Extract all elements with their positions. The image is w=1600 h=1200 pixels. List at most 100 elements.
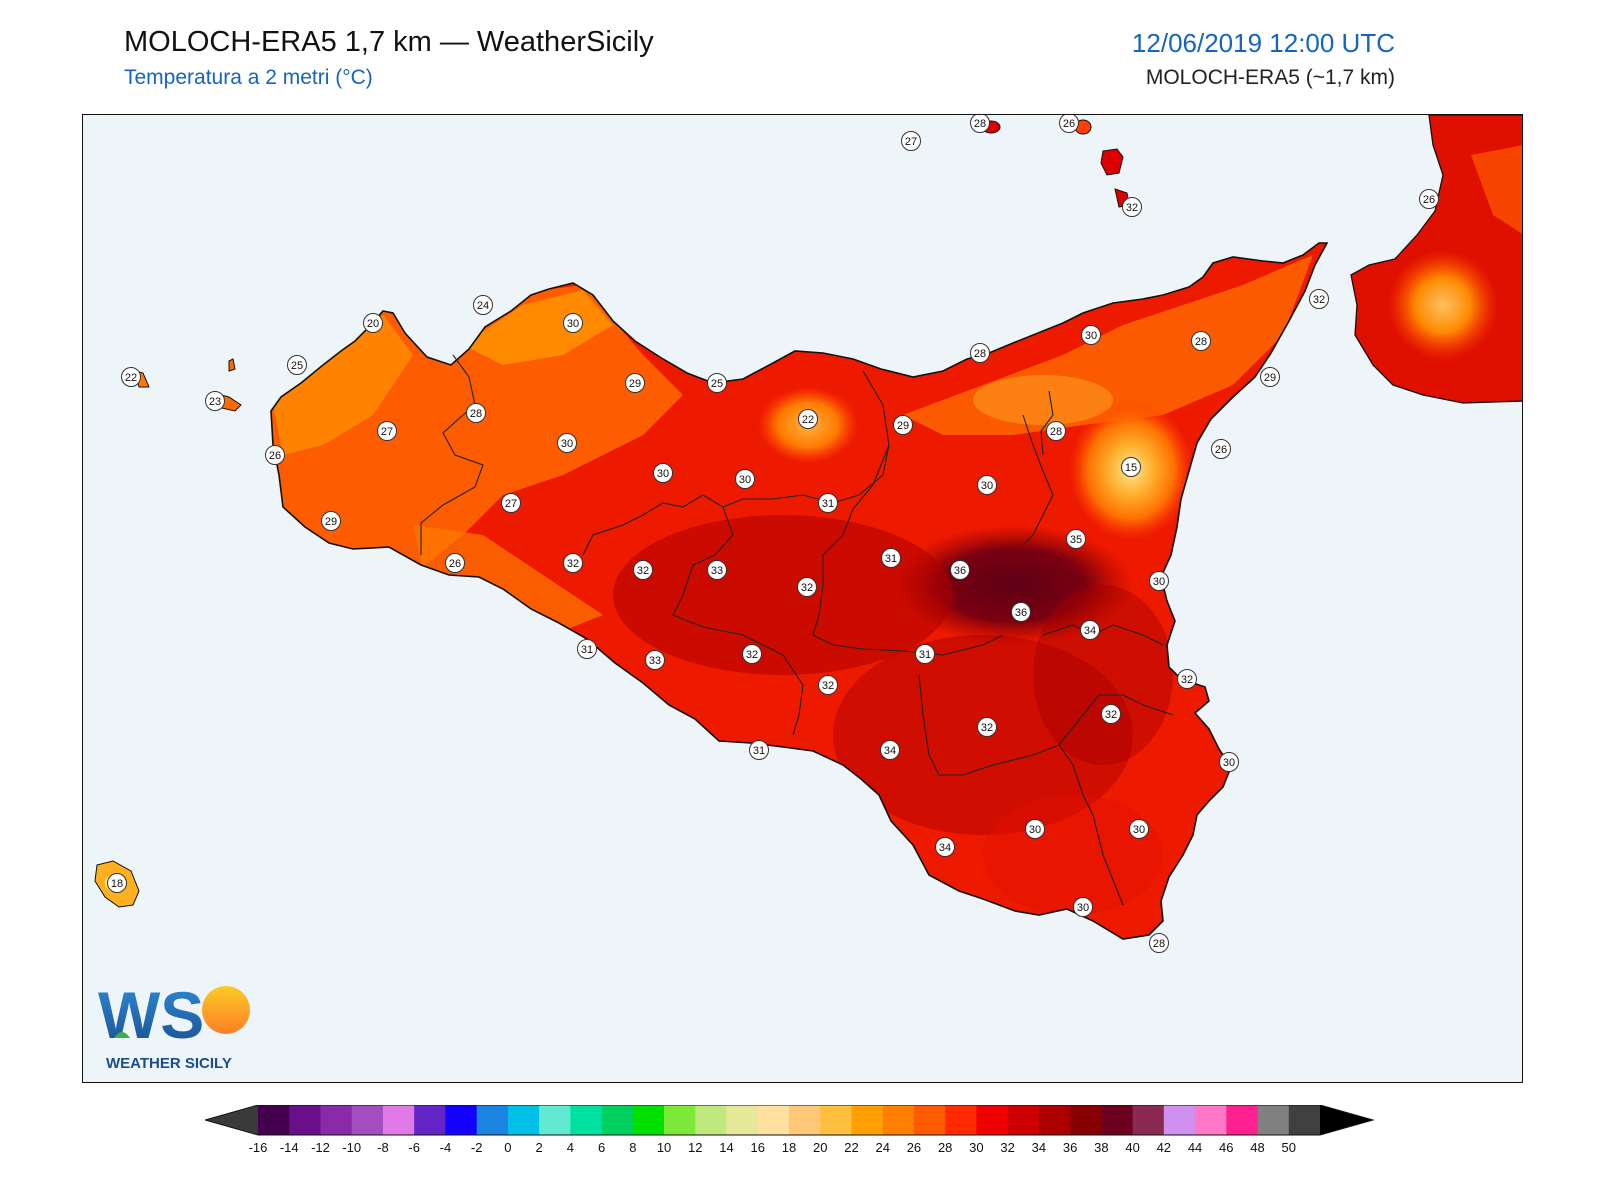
colorbar-bin	[851, 1105, 884, 1135]
colorbar-tick-label: 0	[504, 1140, 511, 1155]
station-label-milazzo: 28	[1191, 331, 1211, 351]
station-value: 30	[1085, 330, 1097, 342]
colorbar-graphic: -16 -14 -12 -10 -8 -6 -4 -2 0 2 4 6 8 10 12 14 16 18 20 22 2…	[203, 1104, 1375, 1155]
colorbar-bin	[632, 1105, 665, 1135]
station-marker	[1073, 897, 1093, 917]
station-marker	[645, 650, 665, 670]
station-label-lentini: 34	[1080, 620, 1100, 640]
station-marker	[880, 740, 900, 760]
station-value: 28	[1195, 336, 1207, 348]
colorbar-tick-label: -2	[471, 1140, 483, 1155]
colorbar-bin	[945, 1105, 977, 1135]
station-label-trapani: 25	[287, 355, 307, 375]
station-label-alicudi-filicudi: 28	[970, 115, 990, 133]
station-value: 28	[974, 348, 986, 360]
colorbar-bin	[1038, 1105, 1071, 1135]
station-value: 30	[1029, 824, 1041, 836]
station-value: 28	[1050, 426, 1062, 438]
station-label-troina: 30	[977, 475, 997, 495]
station-marker	[915, 644, 935, 664]
station-value: 27	[381, 426, 393, 438]
colorbar-bin	[976, 1105, 1009, 1135]
map-panel[interactable]: 27 28 26 32 22 23 25 20 24 30 29 25 28 30 28 32 29 26 15 26…	[82, 114, 1523, 1083]
station-value: 32	[637, 565, 649, 577]
colorbar-tick-label: 46	[1219, 1140, 1233, 1155]
colorbar-tick-label: 42	[1157, 1140, 1171, 1155]
station-label-caltagirone: 32	[977, 717, 997, 737]
station-marker	[445, 553, 465, 573]
colorbar-bin	[601, 1105, 634, 1135]
station-value: 32	[822, 680, 834, 692]
colorbar-tick-label: -4	[440, 1140, 452, 1155]
map-title: MOLOCH-ERA5 1,7 km — WeatherSicily	[124, 26, 654, 58]
colorbar-bin	[539, 1105, 571, 1135]
station-value: 27	[505, 498, 517, 510]
colorbar-tick-label: 48	[1250, 1140, 1264, 1155]
station-value: 20	[367, 318, 379, 330]
colorbar-bin	[789, 1105, 821, 1135]
station-value: 25	[291, 360, 303, 372]
station-value: 32	[801, 582, 813, 594]
station-marker	[107, 873, 127, 893]
station-label-agrigento-interno: 33	[645, 650, 665, 670]
station-value: 32	[1181, 674, 1193, 686]
station-label-marettimo: 22	[121, 367, 141, 387]
station-value: 33	[649, 655, 661, 667]
station-marker	[881, 548, 901, 568]
station-marker	[950, 560, 970, 580]
station-label-noto: 30	[1129, 819, 1149, 839]
colorbar-bin	[1195, 1105, 1227, 1135]
station-value: 28	[974, 118, 986, 130]
station-value: 29	[325, 516, 337, 528]
colorbar-bin	[1226, 1105, 1259, 1135]
station-marker	[265, 445, 285, 465]
station-value: 22	[125, 372, 137, 384]
colorbar-bin	[726, 1105, 759, 1135]
station-marker	[735, 469, 755, 489]
station-label-siracusa: 30	[1219, 752, 1239, 772]
colorbar-tick-label: 8	[629, 1140, 636, 1155]
station-label-enna: 31	[881, 548, 901, 568]
colorbar-tick-label: 34	[1032, 1140, 1046, 1155]
station-label-calabria: 26	[1419, 189, 1439, 209]
station-value: 26	[1063, 118, 1075, 130]
station-marker	[1149, 571, 1169, 591]
station-marker	[1122, 197, 1142, 217]
station-value: 32	[1126, 202, 1138, 214]
colorbar-tick-label: 26	[907, 1140, 921, 1155]
colorbar-tick-label: -10	[342, 1140, 361, 1155]
station-label-agrigento: 31	[749, 740, 769, 760]
station-value: 26	[449, 558, 461, 570]
station-value: 32	[1313, 294, 1325, 306]
colorbar-tick-label: 50	[1282, 1140, 1296, 1155]
station-label-sciacca: 32	[563, 553, 583, 573]
station-marker	[707, 373, 727, 393]
colorbar-tick-label: 10	[657, 1140, 671, 1155]
station-label-cammarata: 31	[818, 493, 838, 513]
station-marker	[473, 295, 493, 315]
station-value: 30	[1133, 824, 1145, 836]
colorbar-tick-label: 44	[1188, 1140, 1202, 1155]
temperature-colorbar: -16 -14 -12 -10 -8 -6 -4 -2 0 2 4 6 8 10 12 14 16 18 20 22 2…	[203, 1104, 1405, 1165]
colorbar-tick-label: 4	[567, 1140, 574, 1155]
sicily-temperature-field	[270, 242, 1329, 940]
station-marker	[977, 475, 997, 495]
colorbar-bin	[1070, 1105, 1102, 1135]
station-marker	[121, 367, 141, 387]
station-label-salemi: 27	[377, 421, 397, 441]
station-marker	[1211, 439, 1231, 459]
weather-sicily-logo: WS WEATHER SICILY	[96, 978, 256, 1073]
station-label-etna: 15	[1121, 457, 1141, 477]
station-label-ispica: 30	[1073, 897, 1093, 917]
colorbar-bin	[476, 1105, 509, 1135]
station-marker	[970, 115, 990, 133]
colorbar-tick-label: -6	[408, 1140, 420, 1155]
station-marker	[1011, 602, 1031, 622]
colorbar-over-arrow	[1320, 1105, 1373, 1135]
colorbar-tick-label: 18	[782, 1140, 796, 1155]
colorbar-tick-label: -16	[249, 1140, 268, 1155]
valid-datetime: 12/06/2019 12:00 UTC	[1131, 28, 1395, 58]
station-label-catania-piana: 36	[1011, 602, 1031, 622]
station-marker	[935, 837, 955, 857]
station-label-termini: 25	[707, 373, 727, 393]
